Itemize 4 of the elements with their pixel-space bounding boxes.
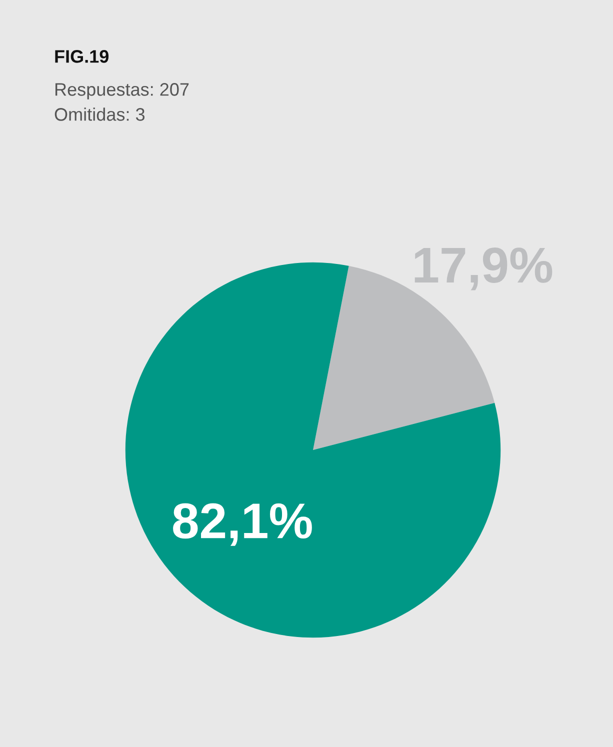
data-label: 82,1% <box>173 503 312 546</box>
text: Omitidas: 3 <box>54 108 145 121</box>
chart-subtitle: Respuestas: 207 <box>55 83 189 100</box>
chart-title: FIG.19 <box>55 50 109 63</box>
